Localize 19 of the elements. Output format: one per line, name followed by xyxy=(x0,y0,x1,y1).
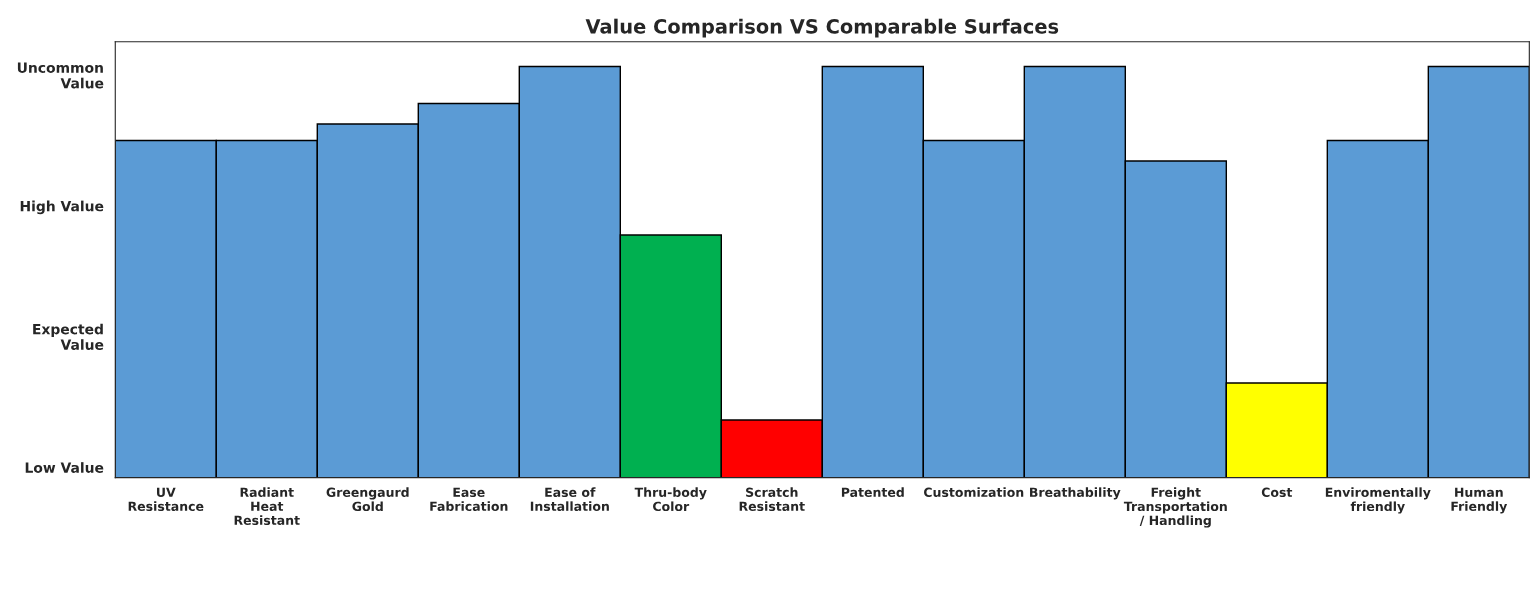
x-tick-label: Cost xyxy=(1261,487,1293,497)
text: Expected Value xyxy=(33,323,104,350)
x-tick-label: Enviromentally friendly xyxy=(1325,487,1431,514)
x-tick-label: Scratch Resistant xyxy=(739,487,805,511)
x-tick-label: Breathability xyxy=(1030,487,1121,500)
x-tick-label: Freight Transportation / Handling xyxy=(1123,487,1227,528)
chart-title: Value Comparison VS Comparable Surfaces xyxy=(585,18,1059,38)
x-tick-label: Thru-body Color xyxy=(634,487,707,512)
text: Uncommon Value xyxy=(17,62,104,89)
text: Low Value xyxy=(25,462,104,473)
x-tick-label: Ease of Installation xyxy=(530,487,609,511)
x-tick-label: UV Resistance xyxy=(128,487,204,511)
x-tick-label: Ease Fabrication xyxy=(430,487,508,511)
text: High Value xyxy=(20,200,104,215)
x-tick-label: Greengaurd Gold xyxy=(326,487,409,512)
x-tick-label: Radiant Heat Resistant xyxy=(234,487,300,525)
x-tick-label: Customization xyxy=(924,487,1024,497)
x-tick-label: Human Friendly xyxy=(1451,487,1508,514)
x-tick-label: Patented xyxy=(841,487,904,497)
